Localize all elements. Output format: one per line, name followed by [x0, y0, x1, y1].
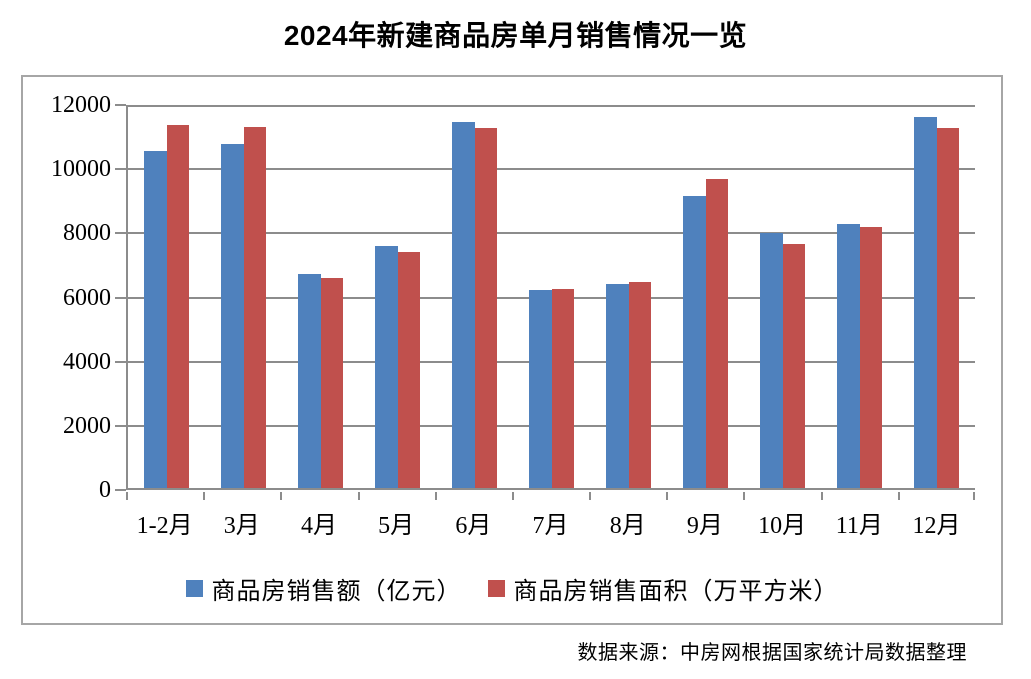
x-tick-label: 4月 — [300, 513, 337, 539]
bar — [375, 245, 398, 488]
bar — [298, 273, 321, 488]
x-axis-labels: 1-2月 3月 4月 5月 6月 7月 8月 9月 10月 11月 12月 — [126, 505, 975, 540]
bar-group-9月 — [667, 105, 744, 488]
gridline-12000 — [128, 105, 975, 107]
legend-label: 商品房销售面积（万平方米） — [513, 579, 839, 605]
y-tick-mark — [115, 424, 126, 427]
chart-title: 2024年新建商品房单月销售情况一览 — [283, 20, 748, 51]
bar — [166, 125, 189, 488]
bar — [243, 127, 266, 488]
x-tick-label: 9月 — [686, 513, 723, 539]
bar — [628, 282, 651, 488]
bar — [914, 116, 937, 488]
bar — [859, 226, 882, 488]
legend: 商品房销售额（亿元） 商品房销售面积（万平方米） — [23, 571, 1001, 606]
legend-item: 商品房销售额（亿元） — [185, 571, 462, 606]
x-tick-mark — [126, 492, 128, 500]
y-tick-label: 12000 — [51, 92, 111, 118]
x-tick-label: 12月 — [912, 513, 961, 539]
x-tick-label: 11月 — [835, 513, 883, 539]
x-tick-mark — [973, 492, 975, 500]
x-tick-mark — [743, 492, 746, 500]
x-tick-mark — [589, 492, 592, 500]
x-tick-mark — [511, 492, 514, 500]
bar-group-8月 — [590, 105, 667, 488]
x-tick-label: 10月 — [758, 513, 807, 539]
x-tick-label: 7月 — [532, 513, 569, 539]
source-note: 数据来源：中房网根据国家统计局数据整理 — [577, 642, 967, 664]
bar — [683, 195, 706, 488]
y-tick-mark — [115, 104, 126, 106]
bar — [782, 243, 805, 488]
legend-swatch-icon — [487, 580, 505, 597]
axis-ticks — [23, 77, 1001, 623]
bar — [551, 289, 574, 488]
bar — [760, 233, 783, 488]
y-tick-label: 2000 — [63, 412, 111, 439]
bar-group-11月 — [821, 105, 898, 488]
legend-swatch-icon — [185, 580, 203, 597]
x-tick-mark — [280, 492, 283, 500]
bar — [936, 128, 959, 488]
bar-group-12月 — [898, 105, 975, 488]
bar — [452, 121, 475, 488]
bar-group-5月 — [359, 105, 436, 488]
legend-label: 商品房销售额（亿元） — [211, 579, 462, 605]
plot-area — [126, 105, 975, 490]
bar — [397, 252, 420, 488]
y-tick-mark — [115, 168, 126, 171]
x-tick-label: 6月 — [455, 513, 492, 539]
gridline-8000 — [128, 232, 975, 235]
y-tick-mark — [115, 296, 126, 299]
bar — [606, 283, 629, 488]
bar-group-4月 — [282, 105, 359, 488]
x-tick-mark — [666, 492, 669, 500]
x-tick-mark — [357, 492, 360, 500]
bar-group-3月 — [205, 105, 282, 488]
gridline-10000 — [128, 168, 975, 171]
bar — [529, 290, 552, 488]
y-tick-label: 4000 — [63, 348, 111, 375]
x-tick-label: 5月 — [378, 513, 415, 539]
y-tick-mark — [115, 232, 126, 235]
bar — [837, 224, 860, 488]
x-tick-mark — [203, 492, 206, 500]
x-tick-mark — [434, 492, 437, 500]
y-tick-label: 0 — [99, 477, 111, 503]
bar-group-6月 — [436, 105, 513, 488]
bar — [221, 143, 244, 488]
y-tick-mark — [115, 489, 126, 491]
bar — [474, 128, 497, 488]
y-tick-label: 6000 — [63, 284, 111, 311]
bar — [144, 150, 167, 488]
x-tick-mark — [897, 492, 900, 500]
bar-group-7月 — [513, 105, 590, 488]
y-tick-label: 8000 — [63, 220, 111, 247]
bar-group-1-2月 — [128, 105, 205, 488]
x-tick-label: 1-2月 — [136, 513, 193, 539]
y-tick-label: 10000 — [51, 156, 111, 183]
bar — [320, 277, 343, 488]
y-tick-mark — [115, 360, 126, 363]
x-tick-mark — [820, 492, 823, 500]
legend-item: 商品房销售面积（万平方米） — [487, 571, 839, 606]
bar — [705, 178, 728, 488]
x-tick-label: 8月 — [609, 513, 646, 539]
chart-container: 0 2000 4000 6000 8000 10000 12000 1-2月 3月 4月 5月 6月… — [21, 75, 1003, 625]
x-tick-label: 3月 — [223, 513, 260, 539]
bar-groups — [128, 105, 975, 488]
y-axis-labels: 0 2000 4000 6000 8000 10000 12000 — [23, 92, 111, 525]
bar-group-10月 — [744, 105, 821, 488]
